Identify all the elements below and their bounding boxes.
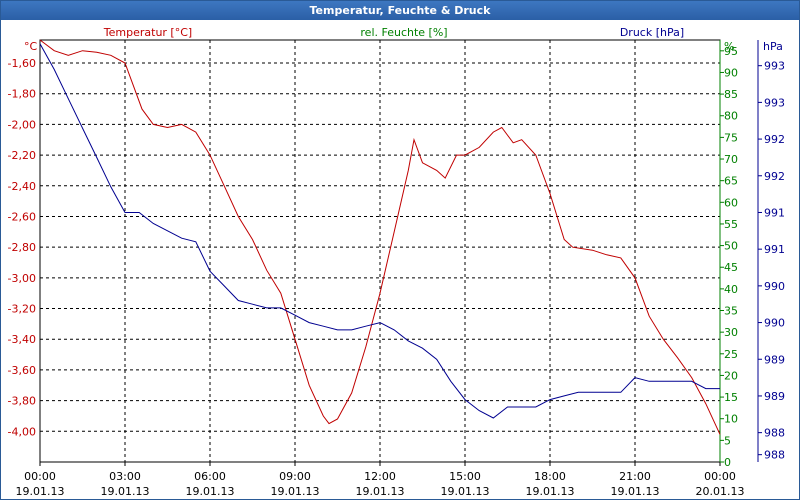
data-series: [39, 39, 721, 435]
humidity-axis-label: rel. Feuchte [%]: [360, 26, 447, 39]
x-tick-time: 18:00: [534, 470, 566, 483]
y-tick-humidity: 30: [724, 326, 738, 339]
y-tick-humidity: 40: [724, 283, 738, 296]
y-tick-humidity: 50: [724, 240, 738, 253]
y-tick-humidity: 5: [724, 434, 731, 447]
y-tick-humidity: 85: [724, 88, 738, 101]
y-tick-temperature: -1,80: [8, 88, 36, 101]
x-tick-time: 00:00: [704, 470, 736, 483]
y-tick-temperature: -2,80: [8, 241, 36, 254]
y-tick-pressure: 989: [764, 353, 785, 366]
y-tick-humidity: 15: [724, 391, 738, 404]
y-tick-humidity: 75: [724, 131, 738, 144]
y-tick-humidity: 45: [724, 261, 738, 274]
y-tick-temperature: -3,20: [8, 303, 36, 316]
chart-title: Temperatur, Feuchte & Druck: [1, 1, 799, 20]
x-tick-date: 19.01.13: [101, 485, 150, 498]
y-tick-temperature: -2,60: [8, 210, 36, 223]
x-tick-date: 19.01.13: [356, 485, 405, 498]
y-tick-humidity: 10: [724, 413, 738, 426]
grid-lines: [39, 39, 762, 466]
y-tick-temperature: -3,80: [8, 395, 36, 408]
y-tick-humidity: 95: [724, 45, 738, 58]
x-tick-time: 00:00: [24, 470, 56, 483]
y-tick-temperature: -3,00: [8, 272, 36, 285]
y-tick-humidity: 0: [724, 456, 731, 469]
axis-labels: 00:00 19.01.13 03:00 19.01.13 06:00 19.01.13 0…: [8, 26, 785, 498]
x-tick-date: 19.01.13: [611, 485, 660, 498]
y-tick-humidity: 25: [724, 348, 738, 361]
x-tick-time: 03:00: [109, 470, 141, 483]
pressure-unit: hPa: [763, 40, 783, 53]
y-tick-temperature: -3,40: [8, 333, 36, 346]
x-tick-date: 19.01.13: [441, 485, 490, 498]
x-tick-date: 19.01.13: [526, 485, 575, 498]
x-tick-time: 21:00: [619, 470, 651, 483]
y-tick-humidity: 65: [724, 175, 738, 188]
y-tick-pressure: 993: [764, 96, 785, 109]
y-tick-temperature: -4,00: [8, 425, 36, 438]
y-tick-humidity: 20: [724, 369, 738, 382]
temperature-axis-label: Temperatur [°C]: [103, 26, 192, 39]
y-tick-pressure: 992: [764, 133, 785, 146]
y-tick-temperature: -3,60: [8, 364, 36, 377]
y-tick-pressure: 990: [764, 317, 785, 330]
temperature-unit: °C: [24, 40, 38, 53]
x-tick-time: 09:00: [279, 470, 311, 483]
y-tick-humidity: 90: [724, 66, 738, 79]
x-tick-date: 19.01.13: [16, 485, 65, 498]
pressure-series-line: [39, 43, 720, 419]
pressure-axis-label: Druck [hPa]: [620, 26, 684, 39]
y-tick-pressure: 988: [764, 427, 785, 440]
y-tick-humidity: 35: [724, 305, 738, 318]
y-tick-pressure: 990: [764, 280, 785, 293]
y-tick-pressure: 991: [764, 243, 785, 256]
x-tick-time: 06:00: [194, 470, 226, 483]
humidity-unit: %: [724, 40, 734, 53]
y-tick-humidity: 80: [724, 110, 738, 123]
y-tick-pressure: 989: [764, 390, 785, 403]
y-tick-pressure: 991: [764, 206, 785, 219]
y-tick-temperature: -1,60: [8, 57, 36, 70]
y-tick-humidity: 55: [724, 218, 738, 231]
y-tick-humidity: 60: [724, 196, 738, 209]
x-tick-time: 15:00: [449, 470, 481, 483]
temperature-series-line: [39, 39, 721, 435]
y-tick-pressure: 988: [764, 449, 785, 462]
y-tick-pressure: 993: [764, 60, 785, 73]
y-tick-humidity: 70: [724, 153, 738, 166]
x-tick-date: 19.01.13: [271, 485, 320, 498]
x-tick-date: 20.01.13: [696, 485, 745, 498]
y-tick-temperature: -2,00: [8, 118, 36, 131]
x-tick-time: 12:00: [364, 470, 396, 483]
y-tick-temperature: -2,20: [8, 149, 36, 162]
y-tick-temperature: -2,40: [8, 180, 36, 193]
y-tick-pressure: 992: [764, 170, 785, 183]
x-tick-date: 19.01.13: [186, 485, 235, 498]
